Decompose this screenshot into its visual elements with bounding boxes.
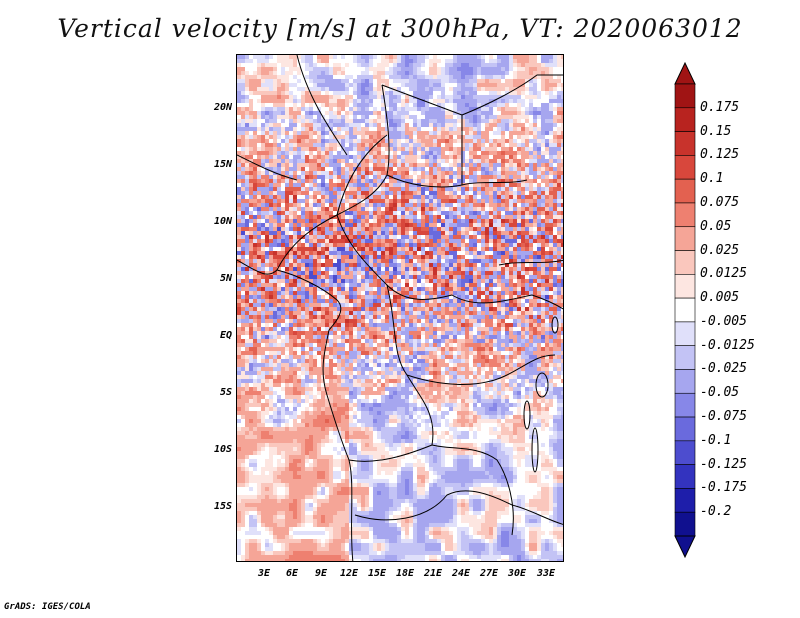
lat-tick-label: 10S [213, 444, 232, 455]
vertical-velocity-field [237, 55, 563, 561]
lon-tick-label: 33E [536, 568, 556, 579]
colorbar-swatch [674, 345, 696, 370]
colorbar-swatch [674, 488, 696, 513]
lon-tick-label: 18E [395, 568, 415, 579]
colorbar-tick-label: -0.2 [700, 504, 732, 520]
border-line [348, 444, 433, 462]
colorbar-tick-label: 0.025 [700, 242, 740, 258]
lat-tick-label: 20N [213, 102, 232, 113]
colorbar-swatch [674, 511, 696, 537]
colorbar-tick-label: -0.0125 [700, 337, 755, 353]
colorbar-swatch [674, 297, 696, 323]
border-line [451, 294, 563, 310]
colorbar-tick-label: 0.125 [700, 147, 740, 163]
footer-credit: GrADS: IGES/COLA [4, 602, 91, 612]
colorbar [674, 62, 696, 558]
lake-outline [535, 372, 549, 398]
colorbar-swatch [674, 107, 696, 132]
lon-tick-label: 3E [257, 568, 271, 579]
colorbar-swatch [674, 178, 696, 204]
colorbar-tick-label: 0.075 [700, 194, 740, 210]
lake-outline [531, 427, 539, 473]
lat-tick-label: 5N [219, 273, 232, 284]
colorbar-swatch [674, 155, 696, 180]
colorbar-tick-label: -0.025 [700, 361, 747, 377]
border-line [431, 444, 514, 536]
colorbar-tick-label: 0.1 [700, 171, 724, 187]
colorbar-min-arrow [674, 535, 696, 558]
colorbar-tick-label: 0.175 [700, 99, 740, 115]
border-line [276, 84, 390, 271]
colorbar-tick-label: -0.075 [700, 409, 747, 425]
colorbar-tick-label: -0.125 [700, 456, 747, 472]
lon-tick-label: 27E [479, 568, 499, 579]
lon-tick-label: 30E [507, 568, 527, 579]
border-line [498, 259, 563, 266]
border-line [237, 259, 342, 331]
colorbar-swatch [674, 274, 696, 299]
colorbar-tick-label: -0.175 [700, 480, 747, 496]
colorbar-swatch [674, 83, 696, 109]
colorbar-swatch [674, 202, 696, 228]
lat-tick-label: 15N [213, 159, 232, 170]
lat-tick-label: 15S [213, 501, 232, 512]
lat-tick-label: 5S [219, 387, 232, 398]
border-line [322, 329, 354, 561]
lon-tick-label: 12E [339, 568, 359, 579]
boundaries [237, 55, 563, 561]
lake-outline [551, 316, 559, 334]
colorbar-tick-label: 0.05 [700, 218, 732, 234]
lat-tick-label: EQ [219, 330, 232, 341]
border-line [354, 490, 513, 521]
colorbar-tick-label: 0.005 [700, 290, 740, 306]
colorbar-swatch [674, 226, 696, 251]
border-line [336, 134, 388, 216]
colorbar-tick-label: -0.1 [700, 432, 732, 448]
lon-tick-label: 21E [423, 568, 443, 579]
border-line [296, 55, 348, 156]
lon-tick-label: 24E [451, 568, 471, 579]
colorbar-tick-label: -0.05 [700, 385, 740, 401]
border-line [336, 214, 453, 300]
chart-title: Vertical velocity [m/s] at 300hPa, VT: 2… [57, 14, 743, 43]
field-cells [237, 55, 563, 561]
colorbar-swatch [674, 440, 696, 465]
colorbar-swatch [674, 131, 696, 156]
lon-tick-label: 15E [367, 568, 387, 579]
border-line [386, 284, 434, 446]
border-line [237, 154, 298, 181]
colorbar-tick-label: 0.0125 [700, 266, 747, 282]
colorbar-tick-label: 0.15 [700, 123, 732, 139]
border-line [511, 504, 563, 525]
colorbar-swatch [674, 250, 696, 275]
colorbar-swatch [674, 416, 696, 442]
colorbar-swatch [674, 321, 696, 346]
lake-outline [523, 400, 531, 430]
colorbar-swatch [674, 392, 696, 418]
lon-tick-label: 9E [314, 568, 328, 579]
lat-tick-label: 10N [213, 216, 232, 227]
colorbar-swatch [674, 369, 696, 394]
colorbar-tick-label: -0.005 [700, 313, 747, 329]
map-plot-area [236, 54, 564, 562]
border-line [461, 74, 563, 116]
colorbar-max-arrow [674, 62, 696, 85]
lon-tick-label: 6E [285, 568, 299, 579]
border-line [406, 354, 556, 385]
colorbar-swatch [674, 464, 696, 489]
